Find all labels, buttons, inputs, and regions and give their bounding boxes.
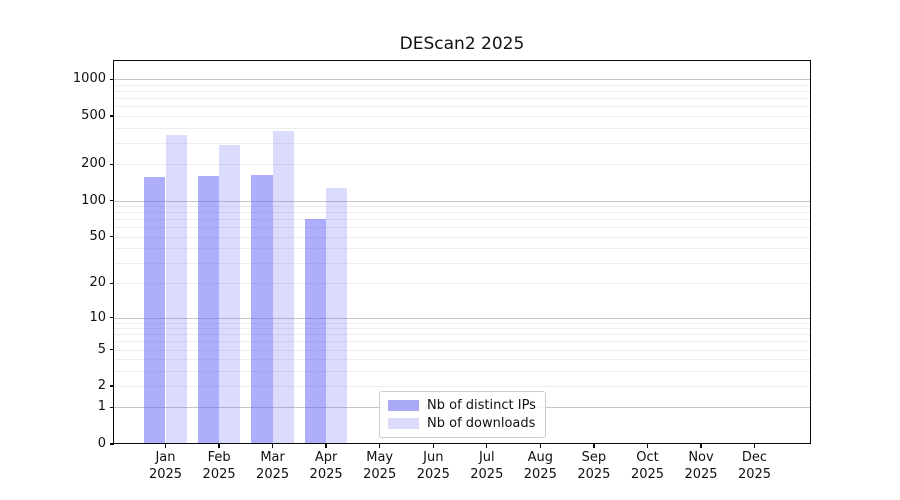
x-tick-label-mar: Mar 2025 <box>256 450 290 482</box>
y-tick-mark <box>109 282 114 285</box>
y-tick-label: 2 <box>97 378 106 393</box>
x-tick-label-oct: Oct 2025 <box>630 450 665 482</box>
x-tick-label-jan: Jan 2025 <box>148 450 183 482</box>
bar-downloads-mar <box>272 130 294 443</box>
plot-area <box>113 60 811 444</box>
bar-distinct-ips-apr <box>304 218 327 443</box>
x-tick-mark <box>271 444 274 448</box>
x-tick-mark <box>432 444 434 448</box>
x-tick-label-may: May 2025 <box>363 450 397 482</box>
bar-distinct-ips-jan <box>144 176 166 443</box>
legend-label: Nb of downloads <box>427 416 536 431</box>
gridline-minor <box>114 91 810 93</box>
gridline-minor <box>114 85 810 86</box>
gridline-major <box>114 79 810 81</box>
x-tick-label-sep: Sep 2025 <box>577 450 611 482</box>
legend-swatch-distinct-ips <box>388 400 419 411</box>
x-tick-mark <box>325 444 327 448</box>
y-tick-label: 5 <box>97 341 106 357</box>
gridline-minor <box>114 262 810 264</box>
x-tick-label-feb: Feb 2025 <box>202 450 236 482</box>
x-tick-label-aug: Aug 2025 <box>523 450 557 482</box>
gridline-minor <box>114 341 810 343</box>
gridline-minor <box>114 349 810 351</box>
x-tick-mark <box>700 444 702 448</box>
y-tick-mark <box>109 235 114 238</box>
gridline-minor <box>114 219 810 221</box>
gridline-minor <box>114 142 810 144</box>
gridline-minor <box>114 328 810 330</box>
y-tick-mark <box>109 443 114 445</box>
gridline-major <box>114 200 810 202</box>
y-tick-label: 100 <box>81 192 106 208</box>
y-tick-mark <box>109 115 114 117</box>
y-tick-label: 200 <box>81 156 106 172</box>
y-tick-label: 0 <box>97 436 106 451</box>
x-tick-mark <box>379 444 381 448</box>
y-tick-mark <box>109 199 114 202</box>
x-tick-mark <box>164 444 167 448</box>
y-tick-label: 50 <box>89 228 106 244</box>
y-tick-label: 10 <box>89 309 106 325</box>
gridline-minor <box>114 206 810 207</box>
y-tick-mark <box>109 385 114 387</box>
gridline-minor <box>114 283 810 285</box>
gridline-minor <box>114 116 810 117</box>
gridline-minor <box>114 248 810 249</box>
gridline-minor <box>114 227 810 229</box>
y-tick-label: 500 <box>81 108 106 123</box>
x-tick-mark <box>646 444 649 448</box>
gridline-minor <box>114 322 810 324</box>
gridline-major <box>114 317 810 319</box>
y-tick-mark <box>109 406 114 409</box>
bar-distinct-ips-mar <box>251 174 273 443</box>
gridline-minor <box>114 164 810 166</box>
y-tick-label: 20 <box>89 275 106 291</box>
bar-downloads-jan <box>165 135 187 443</box>
y-tick-mark <box>109 163 114 165</box>
chart-title: DEScan2 2025 <box>399 34 525 54</box>
x-tick-label-dec: Dec 2025 <box>737 450 772 482</box>
x-tick-mark <box>218 444 220 448</box>
y-tick-label: 1 <box>97 399 106 415</box>
legend: Nb of distinct IPs Nb of downloads <box>379 391 546 438</box>
bar-downloads-apr <box>326 187 348 443</box>
gridline-minor <box>114 98 810 100</box>
gridline-minor <box>114 370 810 372</box>
y-tick-mark <box>109 78 114 81</box>
x-tick-label-apr: Apr 2025 <box>309 450 343 482</box>
x-tick-mark <box>753 444 756 448</box>
gridline-minor <box>114 127 810 129</box>
bar-downloads-feb <box>219 145 241 443</box>
gridline-minor <box>114 334 810 336</box>
gridline-minor <box>114 236 810 238</box>
legend-item-downloads: Nb of downloads <box>388 415 537 432</box>
x-tick-mark <box>486 444 488 448</box>
gridline-minor <box>114 359 810 361</box>
bar-distinct-ips-feb <box>197 176 220 443</box>
x-tick-mark <box>593 444 595 448</box>
gridline-minor <box>114 106 810 108</box>
y-tick-mark <box>109 316 114 319</box>
x-tick-label-nov: Nov 2025 <box>684 450 718 482</box>
y-tick-label: 1000 <box>72 71 106 87</box>
legend-label: Nb of distinct IPs <box>427 398 536 413</box>
legend-swatch-downloads <box>388 418 419 429</box>
x-tick-label-jul: Jul 2025 <box>470 450 504 482</box>
y-tick-mark <box>109 348 114 351</box>
gridline-minor <box>114 386 810 387</box>
gridline-minor <box>114 212 810 214</box>
x-tick-label-jun: Jun 2025 <box>416 450 450 482</box>
x-tick-mark <box>539 444 541 448</box>
legend-item-distinct-ips: Nb of distinct IPs <box>388 397 537 414</box>
